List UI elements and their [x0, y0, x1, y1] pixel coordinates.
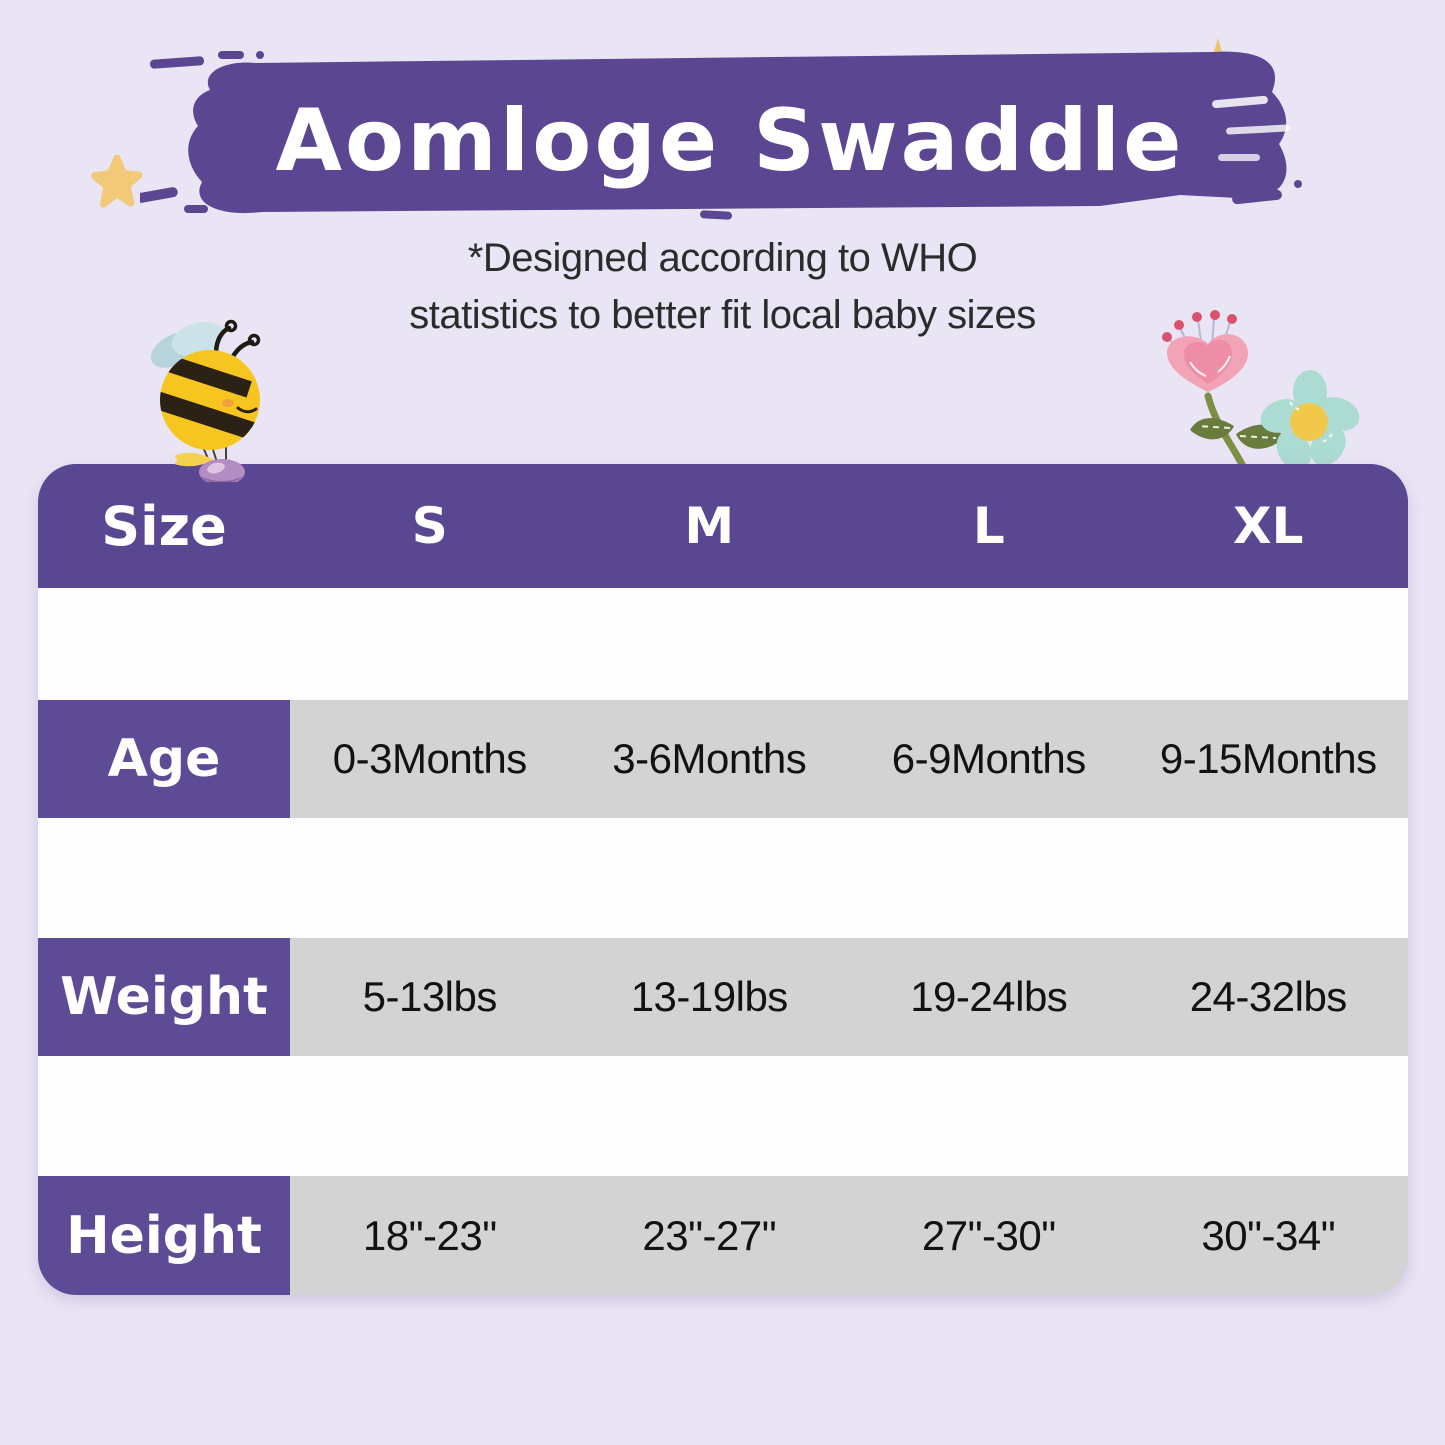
table-row-age: Age 0-3Months 3-6Months 6-9Months 9-15Mo… [38, 700, 1408, 818]
weight-value-m: 13-19lbs [569, 938, 849, 1056]
header-col-s: S [411, 497, 448, 555]
age-value-l: 6-9Months [849, 700, 1129, 818]
subtitle-line-1: *Designed according to WHO [467, 236, 978, 280]
age-value-m: 3-6Months [569, 700, 849, 818]
height-value-m: 23"-27" [569, 1176, 849, 1295]
table-spacer [38, 588, 1408, 700]
header-col-xl: XL [1233, 497, 1304, 555]
row-label-height: Height [38, 1176, 290, 1295]
table-row-height: Height 18"-23" 23"-27" 27"-30" 30"-34" [38, 1176, 1408, 1295]
header-col-m: M [684, 497, 735, 555]
row-label-weight: Weight [38, 938, 290, 1056]
subtitle-line-2: statistics to better fit local baby size… [409, 293, 1036, 337]
flowers-illustration [1162, 310, 1360, 476]
header-size-label: Size [101, 494, 227, 558]
size-chart-header-row: Size S M L XL [38, 464, 1408, 588]
subtitle: *Designed according to WHO statistics to… [0, 230, 1445, 344]
weight-value-s: 5-13lbs [290, 938, 570, 1056]
table-spacer [38, 1056, 1408, 1176]
height-value-s: 18"-23" [290, 1176, 570, 1295]
height-value-xl: 30"-34" [1128, 1176, 1408, 1295]
banner-brush-stroke [140, 51, 1302, 220]
weight-value-xl: 24-32lbs [1128, 938, 1408, 1056]
header-col-l: L [972, 497, 1005, 555]
weight-value-l: 19-24lbs [849, 938, 1129, 1056]
bee-illustration [150, 319, 261, 482]
size-chart-table: Size S M L XL Age 0-3Months 3-6Months 6-… [38, 464, 1408, 1295]
height-value-l: 27"-30" [849, 1176, 1129, 1295]
age-value-xl: 9-15Months [1128, 700, 1408, 818]
age-value-s: 0-3Months [290, 700, 570, 818]
star-icon [91, 154, 143, 208]
table-spacer [38, 818, 1408, 938]
table-row-weight: Weight 5-13lbs 13-19lbs 19-24lbs 24-32lb… [38, 938, 1408, 1056]
page-title: Aomloge Swaddle [275, 91, 1185, 191]
row-label-age: Age [38, 700, 290, 818]
